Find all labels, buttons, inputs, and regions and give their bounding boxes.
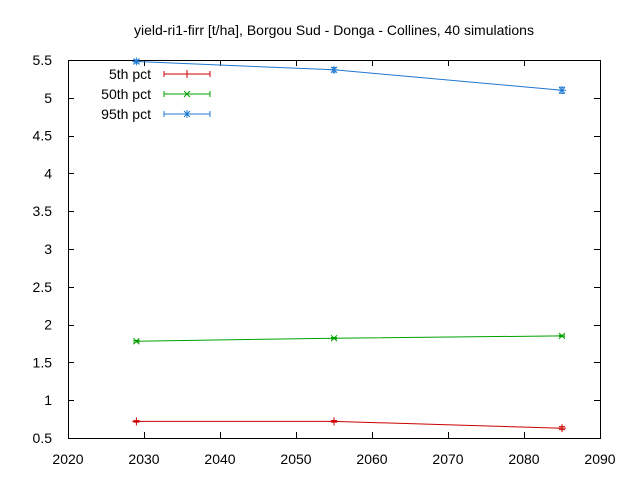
x-tick-label: 2060 bbox=[356, 451, 387, 467]
y-tick-label: 1 bbox=[44, 392, 52, 408]
y-tick-label: 2.5 bbox=[33, 279, 53, 295]
chart-title: yield-ri1-firr [t/ha], Borgou Sud - Dong… bbox=[134, 22, 534, 38]
x-tick-label: 2070 bbox=[432, 451, 463, 467]
data-point bbox=[330, 417, 338, 426]
data-point bbox=[133, 337, 140, 345]
y-axis: 0.5 1 1.5 2 2.5 3 3.5 4 4.5 5 5.5 bbox=[33, 52, 600, 446]
series-2 bbox=[133, 332, 566, 345]
x-axis: 2020 2030 2040 2050 2060 2070 2080 2090 bbox=[52, 60, 616, 467]
y-tick-label: 2 bbox=[44, 317, 52, 333]
y-tick-label: 1.5 bbox=[33, 354, 53, 370]
series-1 bbox=[132, 417, 566, 433]
x-tick-label: 2080 bbox=[508, 451, 539, 467]
y-tick-label: 5.5 bbox=[33, 52, 53, 68]
legend-marker bbox=[183, 90, 191, 98]
legend-label: 50th pct bbox=[101, 86, 151, 102]
legend-label: 5th pct bbox=[109, 66, 151, 82]
legend-item: 95th pct bbox=[101, 106, 211, 122]
y-tick-label: 4.5 bbox=[33, 128, 53, 144]
series-line bbox=[136, 420, 563, 429]
data-point bbox=[330, 334, 338, 342]
y-tick-label: 4 bbox=[44, 165, 52, 181]
y-tick-label: 3.5 bbox=[33, 203, 53, 219]
legend-marker bbox=[183, 70, 191, 78]
legend-item: 5th pct bbox=[109, 66, 211, 82]
y-tick-label: 3 bbox=[44, 241, 52, 257]
data-point bbox=[132, 417, 141, 426]
series-line bbox=[136, 335, 563, 342]
series-layer bbox=[132, 57, 566, 433]
legend-label: 95th pct bbox=[101, 106, 151, 122]
series-3 bbox=[132, 57, 566, 95]
data-point bbox=[558, 86, 566, 95]
x-tick-label: 2030 bbox=[128, 451, 159, 467]
x-tick-label: 2090 bbox=[584, 451, 615, 467]
data-point bbox=[330, 65, 338, 74]
y-tick-label: 5 bbox=[44, 90, 52, 106]
data-point bbox=[132, 57, 141, 66]
x-tick-label: 2050 bbox=[280, 451, 311, 467]
x-tick-label: 2040 bbox=[204, 451, 235, 467]
data-point bbox=[558, 332, 566, 340]
legend-item: 50th pct bbox=[101, 86, 211, 102]
legend-marker bbox=[183, 110, 191, 118]
series-line bbox=[136, 61, 563, 91]
legend: 5th pct 50th pct 95th pct bbox=[101, 66, 211, 122]
data-point bbox=[558, 424, 566, 433]
x-tick-label: 2020 bbox=[52, 451, 83, 467]
y-tick-label: 0.5 bbox=[33, 430, 53, 446]
